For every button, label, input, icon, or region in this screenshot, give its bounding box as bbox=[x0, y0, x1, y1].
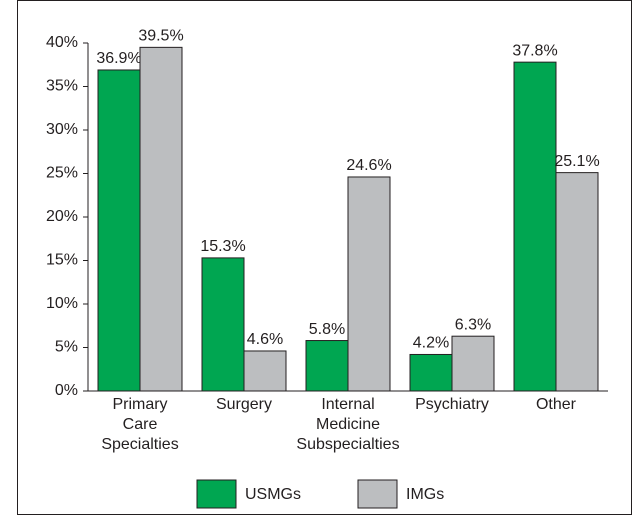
value-label: 15.3% bbox=[200, 238, 245, 255]
x-tick-label-line: Care bbox=[123, 416, 158, 433]
value-label: 6.3% bbox=[455, 316, 491, 333]
x-tick-label: Primary Care Specialties bbox=[101, 396, 178, 453]
x-tick-label-line: Specialties bbox=[101, 436, 178, 453]
legend-swatch bbox=[357, 479, 398, 509]
x-tick-label-line: Surgery bbox=[216, 396, 272, 413]
x-tick-label: Other bbox=[536, 396, 577, 413]
bar bbox=[555, 172, 599, 392]
legend-label: USMGs bbox=[245, 486, 301, 503]
bar bbox=[451, 335, 495, 392]
bar bbox=[513, 61, 557, 392]
bar bbox=[139, 46, 183, 392]
x-tick-label-line: Primary bbox=[112, 396, 167, 413]
bar bbox=[201, 257, 245, 392]
legend-label: IMGs bbox=[406, 486, 444, 503]
y-tick-label: 15% bbox=[46, 252, 78, 269]
bar bbox=[409, 353, 453, 392]
value-label: 4.2% bbox=[413, 335, 449, 352]
y-tick-label: 40% bbox=[46, 34, 78, 51]
x-tick-label-line: Psychiatry bbox=[415, 396, 489, 413]
y-tick-label: 25% bbox=[46, 165, 78, 182]
value-label: 25.1% bbox=[554, 153, 599, 170]
value-label: 24.6% bbox=[346, 157, 391, 174]
x-tick-label-line: Subspecialties bbox=[296, 436, 399, 453]
x-tick-label: Surgery bbox=[216, 396, 272, 413]
y-tick-label: 0% bbox=[55, 382, 78, 399]
x-tick-label: Psychiatry bbox=[415, 396, 489, 413]
bar bbox=[305, 340, 349, 392]
x-tick-label-line: Internal bbox=[321, 396, 374, 413]
frame bbox=[17, 0, 632, 515]
value-label: 37.8% bbox=[512, 42, 557, 59]
y-tick-label: 20% bbox=[46, 208, 78, 225]
value-label: 4.6% bbox=[247, 331, 283, 348]
legend-swatch bbox=[196, 479, 237, 509]
y-tick-label: 35% bbox=[46, 78, 78, 95]
x-tick-label-line: Other bbox=[536, 396, 577, 413]
y-tick-label: 10% bbox=[46, 295, 78, 312]
x-tick-label-line: Medicine bbox=[316, 416, 380, 433]
value-label: 36.9% bbox=[96, 50, 141, 67]
bar bbox=[97, 69, 141, 392]
value-label: 39.5% bbox=[138, 28, 183, 45]
bar bbox=[243, 350, 287, 392]
value-label: 5.8% bbox=[309, 321, 345, 338]
y-tick-label: 30% bbox=[46, 121, 78, 138]
bar bbox=[347, 176, 391, 392]
y-tick-label: 5% bbox=[55, 339, 78, 356]
x-tick-label: Internal Medicine Subspecialties bbox=[296, 396, 399, 453]
